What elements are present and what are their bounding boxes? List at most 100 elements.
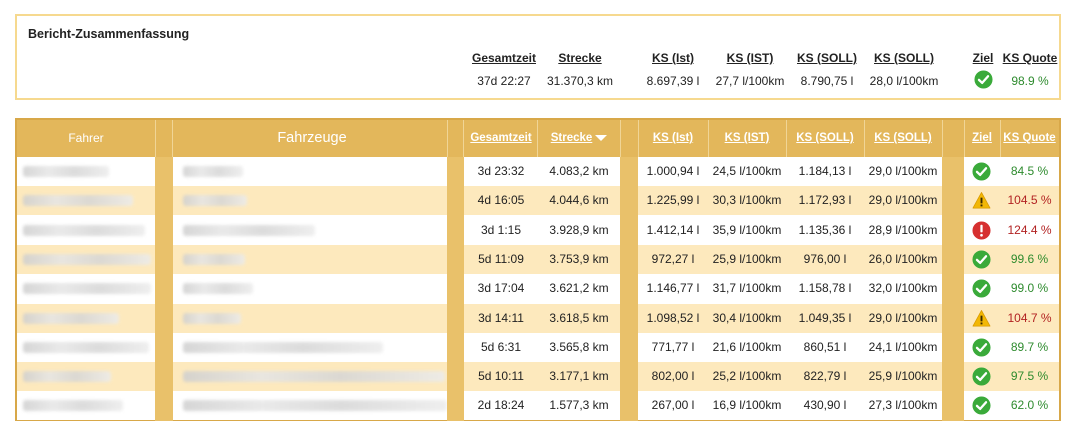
cell-ks-ist-per: 24,5 l/100km [712,164,782,178]
header-strecke[interactable]: Strecke [538,120,620,157]
vehicle-name-redacted [183,195,247,207]
vehicle-name-redacted [183,341,383,353]
cell-strecke: 3.565,8 km [549,339,609,354]
cell-quote: 97.5 % [1010,369,1049,384]
cell-gesamtzeit: 3d 17:04 [477,281,525,296]
table-row[interactable]: 3d 17:04 3.621,2 km 1.146,77 l 31,7 l/100km… [17,274,1059,304]
cell-ks-soll-l: 1.172,93 l [798,193,852,208]
cell-ks-ist-l: 1.146,77 l [646,281,700,296]
cell-quote: 99.0 % [1010,281,1049,296]
cell-strecke: 3.618,5 km [549,310,609,325]
summary-header-ks-soll-per[interactable]: KS (SOLL) [874,51,934,65]
table-row[interactable]: 3d 1:15 3.928,9 km 1.412,14 l 35,9 l/100km 1… [17,215,1059,245]
column-separator [447,157,464,421]
check-icon [972,279,991,298]
cell-quote: 104.7 % [1007,310,1052,325]
warning-icon [972,192,991,209]
cell-gesamtzeit: 5d 10:11 [478,369,524,384]
check-icon [974,70,993,89]
driver-name-redacted [23,341,149,353]
header-fahrer[interactable]: Fahrer [68,131,104,145]
cell-ks-ist-per: 21,6 l/100km [712,339,782,354]
table-row[interactable]: 5d 6:31 3.565,8 km 771,77 l 21,6 l/100km 860… [17,332,1059,362]
cell-ks-soll-per: 28,9 l/100km [868,222,938,237]
driver-name-redacted [23,312,119,324]
cell-gesamtzeit: 3d 1:15 [480,222,522,237]
cell-ks-ist-per: 16,9 l/100km [712,398,782,413]
summary-header-ks-ist-l[interactable]: KS (Ist) [652,51,694,65]
check-icon [972,367,991,386]
table-row[interactable]: 5d 11:09 3.753,9 km 972,27 l 25,9 l/100km 97… [17,244,1059,274]
column-separator [155,157,173,421]
summary-header-ziel[interactable]: Ziel [972,51,994,65]
driver-name-redacted [23,400,123,412]
error-icon [972,221,991,240]
vehicle-name-redacted [183,166,243,177]
cell-ks-soll-per: 25,9 l/100km [868,369,938,384]
table-row[interactable]: 3d 23:32 4.083,2 km 1.000,94 l 24,5 l/100km… [17,157,1059,186]
header-strecke-label: Strecke [550,132,593,144]
summary-header-strecke[interactable]: Strecke [558,51,602,65]
cell-quote: 89.7 % [1010,339,1049,354]
table-row[interactable]: 5d 10:11 3.177,1 km 802,00 l 25,2 l/100km 82… [17,362,1059,392]
cell-ks-soll-l: 822,79 l [803,369,847,384]
sort-desc-icon [595,134,608,141]
vehicle-name-redacted [183,224,315,236]
cell-ks-ist-per: 31,7 l/100km [712,281,782,296]
summary-header-quote[interactable]: KS Quote [1002,51,1058,65]
table-row[interactable]: 3d 14:11 3.618,5 km 1.098,52 l 30,4 l/100km… [17,303,1059,333]
summary-header-gesamtzeit[interactable]: Gesamtzeit [471,51,537,65]
driver-name-redacted [23,195,133,207]
cell-ks-ist-per: 25,9 l/100km [712,251,782,266]
header-ziel[interactable]: Ziel [972,132,992,144]
cell-ks-soll-l: 1.135,36 l [798,222,852,237]
driver-name-redacted [23,166,109,177]
cell-gesamtzeit: 3d 14:11 [478,310,524,325]
cell-strecke: 3.753,9 km [549,251,609,266]
cell-strecke: 1.577,3 km [549,398,609,413]
driver-name-redacted [23,371,111,383]
cell-ks-soll-l: 430,90 l [803,398,847,413]
check-icon [972,396,991,415]
vehicle-name-redacted [183,371,445,383]
header-ks-ist-per[interactable]: KS (IST) [724,132,770,144]
cell-ks-ist-per: 25,2 l/100km [712,369,782,384]
header-ks-ist-l[interactable]: KS (Ist) [652,132,694,144]
cell-ks-ist-l: 1.225,99 l [646,193,700,208]
cell-ks-soll-l: 860,51 l [803,339,847,354]
summary-header-ks-ist-per[interactable]: KS (IST) [726,51,774,65]
vehicle-name-redacted [183,400,447,412]
check-icon [972,338,991,357]
cell-strecke: 3.928,9 km [549,222,609,237]
cell-ks-ist-l: 972,27 l [651,251,695,266]
column-separator [942,157,964,421]
cell-ks-soll-l: 1.049,35 l [798,310,852,325]
cell-ks-ist-l: 267,00 l [651,398,695,413]
cell-gesamtzeit: 5d 11:09 [478,251,524,266]
cell-quote: 104.5 % [1007,193,1052,208]
summary-header-ks-soll-l[interactable]: KS (SOLL) [797,51,857,65]
cell-gesamtzeit: 4d 16:05 [477,193,525,208]
table-row[interactable]: 4d 16:05 4.044,6 km 1.225,99 l 30,3 l/100km… [17,186,1059,216]
cell-quote: 84.5 % [1010,164,1049,178]
cell-gesamtzeit: 5d 6:31 [480,339,522,354]
summary-quote: 98.9 % [1011,74,1049,88]
cell-quote: 124.4 % [1007,222,1052,237]
header-quote[interactable]: KS Quote [1003,132,1056,144]
cell-ks-ist-per: 30,3 l/100km [712,193,782,208]
summary-gesamtzeit: 37d 22:27 [477,74,531,88]
cell-strecke: 3.177,1 km [549,369,609,384]
cell-ks-soll-per: 26,0 l/100km [868,251,938,266]
header-ks-soll-per[interactable]: KS (SOLL) [874,132,932,144]
cell-ks-soll-per: 29,0 l/100km [868,164,938,178]
summary-ks-soll-l: 8.790,75 l [800,74,854,88]
table-row[interactable]: 2d 18:24 1.577,3 km 267,00 l 16,9 l/100km 43… [17,391,1059,421]
cell-ks-ist-l: 1.000,94 l [646,164,700,178]
header-gesamtzeit[interactable]: Gesamtzeit [470,132,532,144]
cell-ks-ist-l: 1.098,52 l [646,310,700,325]
cell-ks-soll-per: 27,3 l/100km [868,398,938,413]
header-fahrzeuge[interactable]: Fahrzeuge [277,130,347,146]
header-ks-soll-l[interactable]: KS (SOLL) [796,132,854,144]
cell-ks-soll-per: 29,0 l/100km [868,310,938,325]
cell-ks-soll-per: 24,1 l/100km [868,339,938,354]
